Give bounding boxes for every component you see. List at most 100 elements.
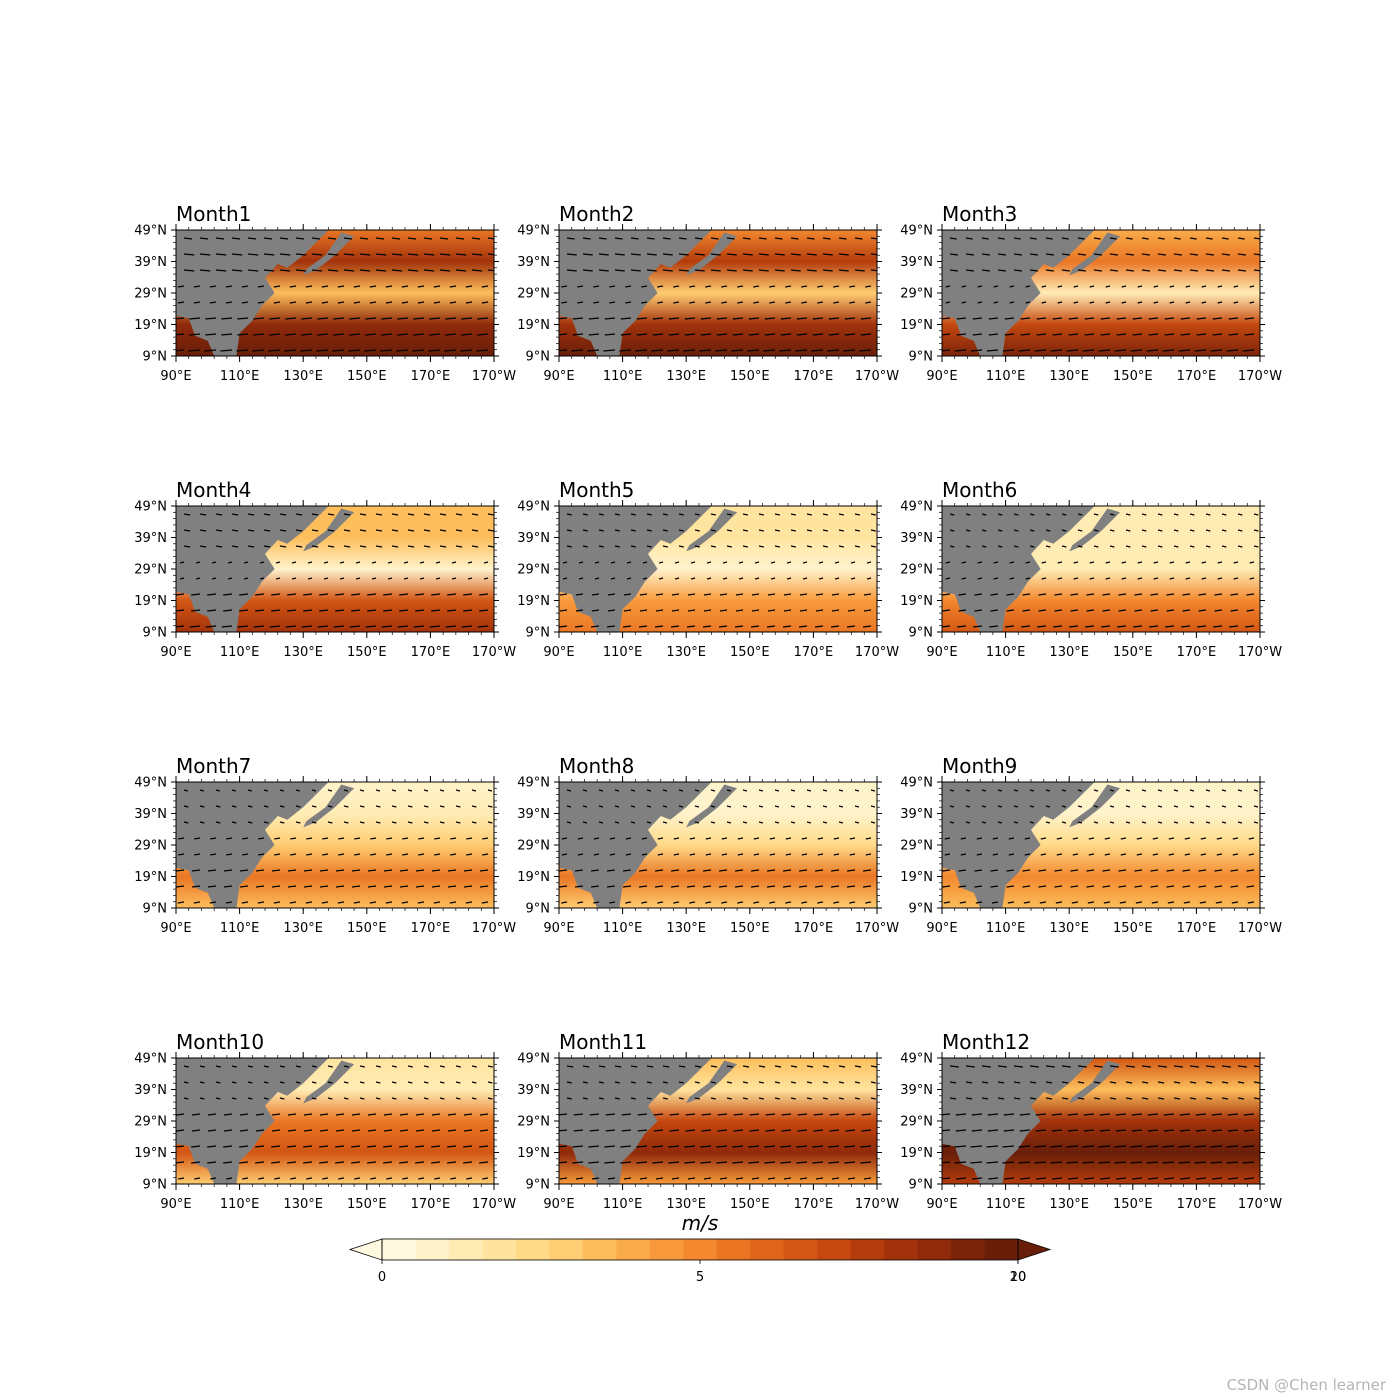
wind-arrow: [239, 593, 249, 596]
land-mass: [942, 230, 1095, 356]
wind-arrow: [1013, 237, 1021, 240]
wind-arrow: [1141, 529, 1147, 532]
wind-arrow: [710, 1081, 716, 1084]
wind-arrow: [993, 285, 999, 288]
wind-arrow: [668, 333, 680, 336]
wind-arrow: [1157, 821, 1163, 824]
lat-tick-label: 9°N: [143, 902, 168, 917]
wind-arrow: [575, 609, 584, 612]
wind-arrow: [780, 1145, 792, 1148]
wind-arrow: [1109, 1081, 1117, 1084]
wind-arrow: [1141, 513, 1147, 516]
wind-arrow: [1013, 805, 1019, 808]
wind-arrow: [620, 1145, 632, 1148]
wind-arrow: [199, 821, 205, 824]
wind-arrow: [401, 301, 409, 304]
wind-arrow: [1210, 349, 1223, 352]
wind-arrow: [369, 901, 377, 904]
lon-tick-label: 170°E: [411, 645, 451, 660]
wind-arrow: [965, 237, 973, 240]
wind-arrow: [1045, 237, 1053, 240]
wind-arrow: [178, 1177, 185, 1180]
wind-arrow: [339, 577, 345, 580]
wind-arrow: [976, 853, 983, 856]
wind-arrow: [1137, 577, 1143, 580]
wind-arrow: [609, 837, 616, 840]
wind-arrow: [1237, 513, 1243, 516]
wind-arrow: [1109, 1065, 1119, 1068]
wind-arrow: [590, 869, 600, 872]
wind-arrow: [949, 513, 955, 516]
wind-arrow: [753, 285, 760, 288]
wind-arrow: [1002, 1161, 1015, 1164]
wind-arrow: [1054, 869, 1063, 872]
wind-arrow: [1008, 853, 1015, 856]
wind-arrow: [582, 253, 593, 256]
wind-arrow: [942, 349, 951, 352]
wind-arrow: [1041, 561, 1047, 564]
wind-arrow: [604, 333, 616, 336]
wind-arrow: [255, 1129, 265, 1132]
colorbar-extend-max: [1017, 1238, 1052, 1261]
wind-arrow: [1246, 593, 1255, 596]
wind-arrow: [391, 269, 403, 272]
wind-arrow: [1244, 317, 1255, 320]
wind-arrow: [973, 625, 983, 628]
wind-arrow: [349, 317, 361, 320]
wind-arrow: [465, 901, 473, 904]
wind-arrow: [353, 301, 361, 304]
wind-arrow: [1221, 1097, 1229, 1100]
wind-arrow: [785, 301, 792, 304]
wind-arrow: [429, 333, 441, 336]
wind-arrow: [337, 285, 345, 288]
wind-arrow: [1253, 513, 1259, 516]
wind-arrow: [1189, 1065, 1199, 1068]
wind-arrow: [415, 1113, 425, 1116]
wind-arrow: [268, 349, 281, 352]
wind-arrow: [423, 545, 431, 548]
wind-arrow: [271, 1145, 281, 1148]
wind-arrow: [1120, 853, 1127, 856]
wind-arrow: [991, 901, 999, 904]
wind-arrow: [829, 1113, 840, 1116]
wind-arrow: [271, 1113, 281, 1116]
wind-arrow: [957, 625, 967, 628]
lat-tick-label: 49°N: [134, 776, 167, 791]
colorbar-swatch: [616, 1239, 651, 1260]
lat-tick-label: 19°N: [900, 1146, 933, 1161]
wind-arrow: [1189, 545, 1195, 548]
wind-arrow: [822, 253, 833, 256]
land-mass: [942, 506, 1095, 632]
colorbar-tick-label: 5: [696, 1270, 704, 1285]
lat-tick-label: 19°N: [900, 594, 933, 609]
wind-arrow: [418, 837, 425, 840]
wind-arrow: [630, 789, 636, 792]
wind-arrow: [614, 789, 620, 792]
wind-arrow: [183, 1097, 189, 1100]
wind-arrow: [630, 237, 639, 240]
wind-arrow: [974, 593, 983, 596]
lon-tick-label: 110°E: [986, 369, 1026, 384]
wind-arrow: [630, 821, 636, 824]
wind-arrow: [970, 1145, 983, 1148]
wind-arrow: [1233, 301, 1239, 304]
wind-arrow: [247, 789, 253, 792]
wind-arrow: [399, 1113, 409, 1116]
wind-arrow: [641, 285, 648, 288]
wind-arrow: [193, 285, 201, 288]
wind-arrow: [1109, 237, 1117, 240]
wind-arrow: [210, 1177, 217, 1180]
wind-arrow: [193, 301, 201, 304]
wind-arrow: [769, 301, 776, 304]
wind-arrow: [1221, 253, 1231, 256]
wind-arrow: [193, 901, 201, 904]
wind-arrow: [1003, 1113, 1015, 1116]
wind-arrow: [732, 1161, 744, 1164]
wind-arrow: [1244, 333, 1255, 336]
wind-arrow: [742, 805, 748, 808]
wind-arrow: [305, 301, 313, 304]
lon-tick-label: 170°E: [1177, 1197, 1217, 1212]
wind-arrow: [1038, 609, 1047, 612]
